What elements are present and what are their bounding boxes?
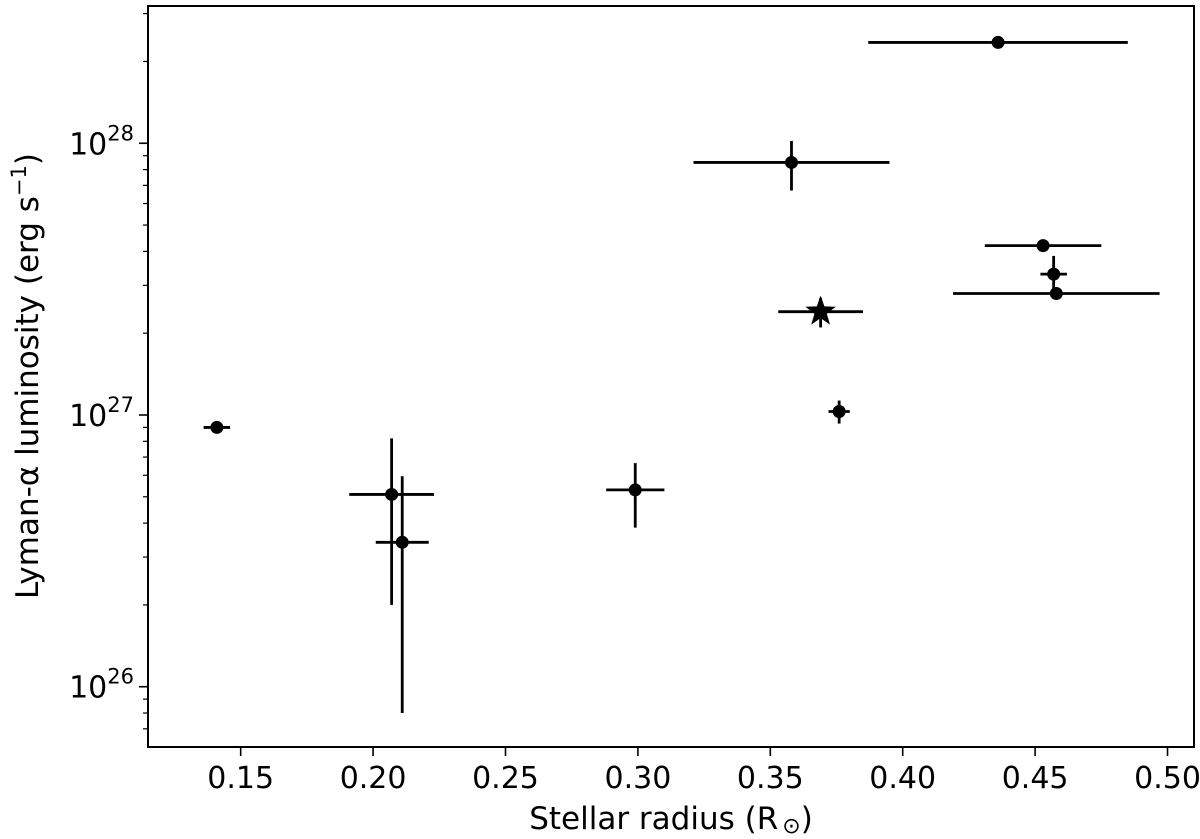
solar-symbol: ⊙ <box>782 814 800 839</box>
data-point <box>385 487 399 501</box>
x-tick-label: 0.30 <box>605 761 672 796</box>
x-tick-label: 0.20 <box>340 761 407 796</box>
x-axis-title-close: ) <box>801 801 813 837</box>
data-point <box>1036 239 1050 253</box>
x-axis-title-text: Stellar radius (R <box>529 801 778 837</box>
x-axis-ticks: 0.15 0.20 0.25 0.30 0.35 0.40 0.45 0.50 <box>207 747 1200 796</box>
y-tick-label: 1026 <box>69 665 134 706</box>
y-tick-label: 1027 <box>69 393 134 434</box>
axes-frame <box>147 5 1195 748</box>
plot-area <box>203 35 1160 714</box>
data-point <box>628 483 642 497</box>
x-tick-label: 0.40 <box>869 761 936 796</box>
x-tick-label: 0.45 <box>1002 761 1069 796</box>
x-tick-label: 0.25 <box>472 761 539 796</box>
data-point <box>395 535 409 549</box>
y-axis-title-text: Lyman-α luminosity (erg s <box>10 196 46 599</box>
x-tick-label: 0.50 <box>1134 761 1200 796</box>
data-point <box>991 35 1005 49</box>
x-tick-label: 0.35 <box>737 761 804 796</box>
y-axis-title-exponent: −1 <box>7 165 31 196</box>
x-tick-label: 0.15 <box>207 761 274 796</box>
data-point <box>832 405 846 419</box>
data-point <box>210 420 224 434</box>
y-axis-title-close: ) <box>10 153 46 165</box>
y-axis-title: Lyman-α luminosity (erg s−1) <box>7 153 46 599</box>
x-axis-title: Stellar radius (R ⊙) <box>529 801 813 839</box>
y-tick-label: 1028 <box>69 121 134 162</box>
y-axis-ticks: 1026 1027 1028 <box>69 13 148 730</box>
data-point <box>1049 286 1063 300</box>
data-point <box>1047 267 1061 281</box>
data-point <box>784 155 798 169</box>
data-point-star <box>805 295 836 325</box>
